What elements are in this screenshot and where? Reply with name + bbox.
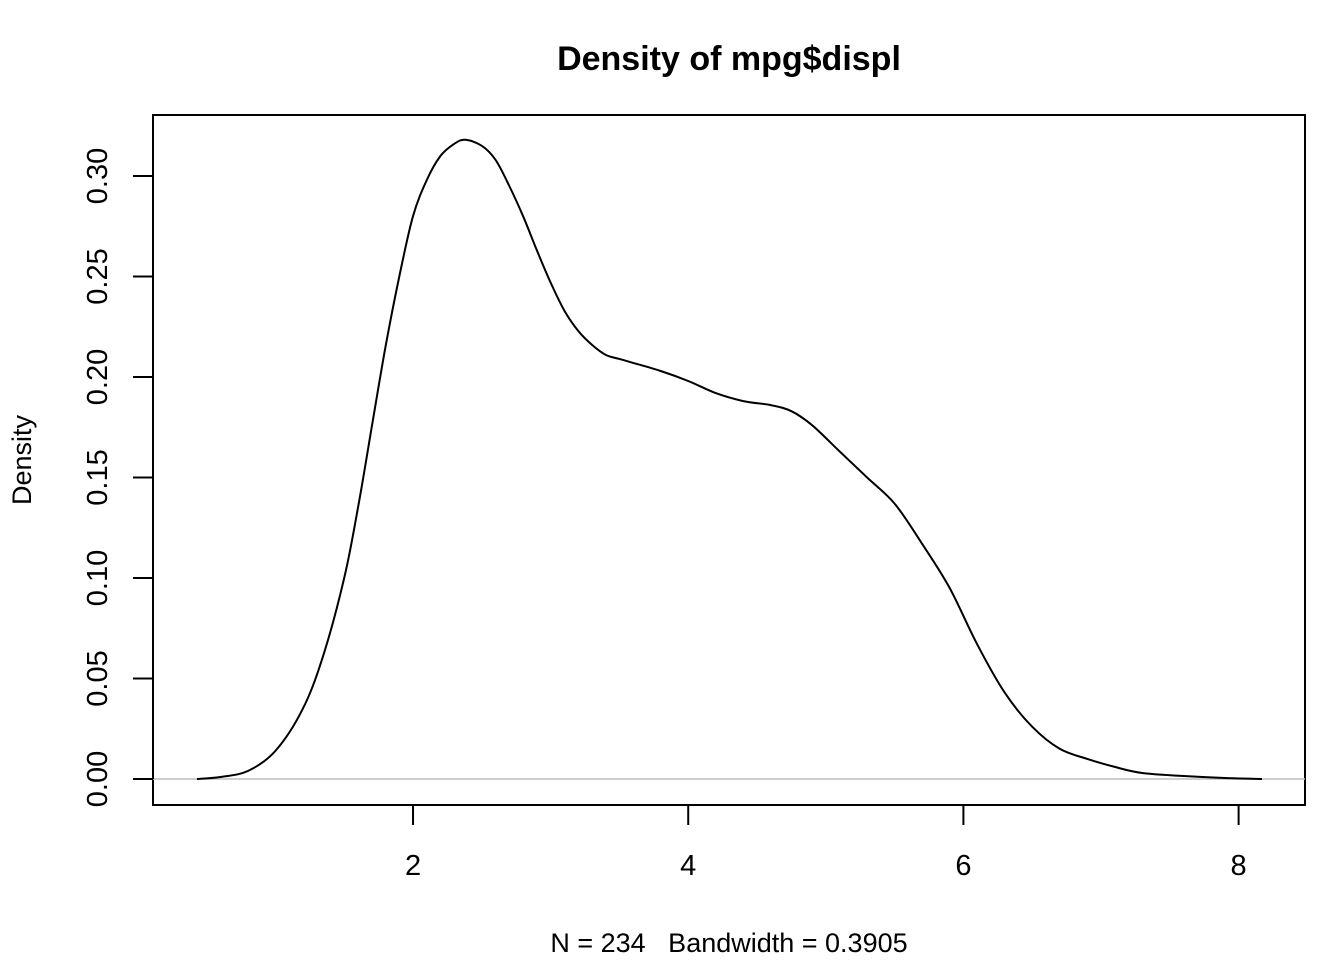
y-tick-label: 0.30 (82, 148, 114, 204)
x-tick-label: 2 (405, 850, 421, 882)
chart-title: Density of mpg$displ (557, 40, 901, 78)
y-tick-label: 0.15 (82, 449, 114, 505)
x-tick-label: 4 (680, 850, 696, 882)
y-axis: 0.00 0.05 0.10 0.15 0.20 0.25 0.30 (82, 148, 154, 807)
x-axis-label: N = 234 Bandwidth = 0.3905 (550, 928, 907, 958)
y-tick-label: 0.00 (82, 751, 114, 807)
y-tick-label: 0.20 (82, 349, 114, 405)
y-axis-label: Density (7, 414, 37, 505)
y-tick-label: 0.05 (82, 650, 114, 706)
density-curve (196, 138, 1263, 780)
x-axis: 2 4 6 8 (405, 804, 1247, 882)
y-tick-label: 0.10 (82, 550, 114, 606)
y-tick-label: 0.25 (82, 248, 114, 304)
plot-frame (152, 114, 1306, 806)
x-tick-label: 8 (1231, 850, 1247, 882)
x-tick-label: 6 (955, 850, 971, 882)
